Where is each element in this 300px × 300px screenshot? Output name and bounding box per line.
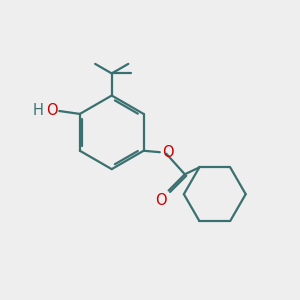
Text: H: H [33,103,44,118]
Text: O: O [162,145,174,160]
Text: O: O [46,103,58,118]
Text: O: O [155,193,167,208]
